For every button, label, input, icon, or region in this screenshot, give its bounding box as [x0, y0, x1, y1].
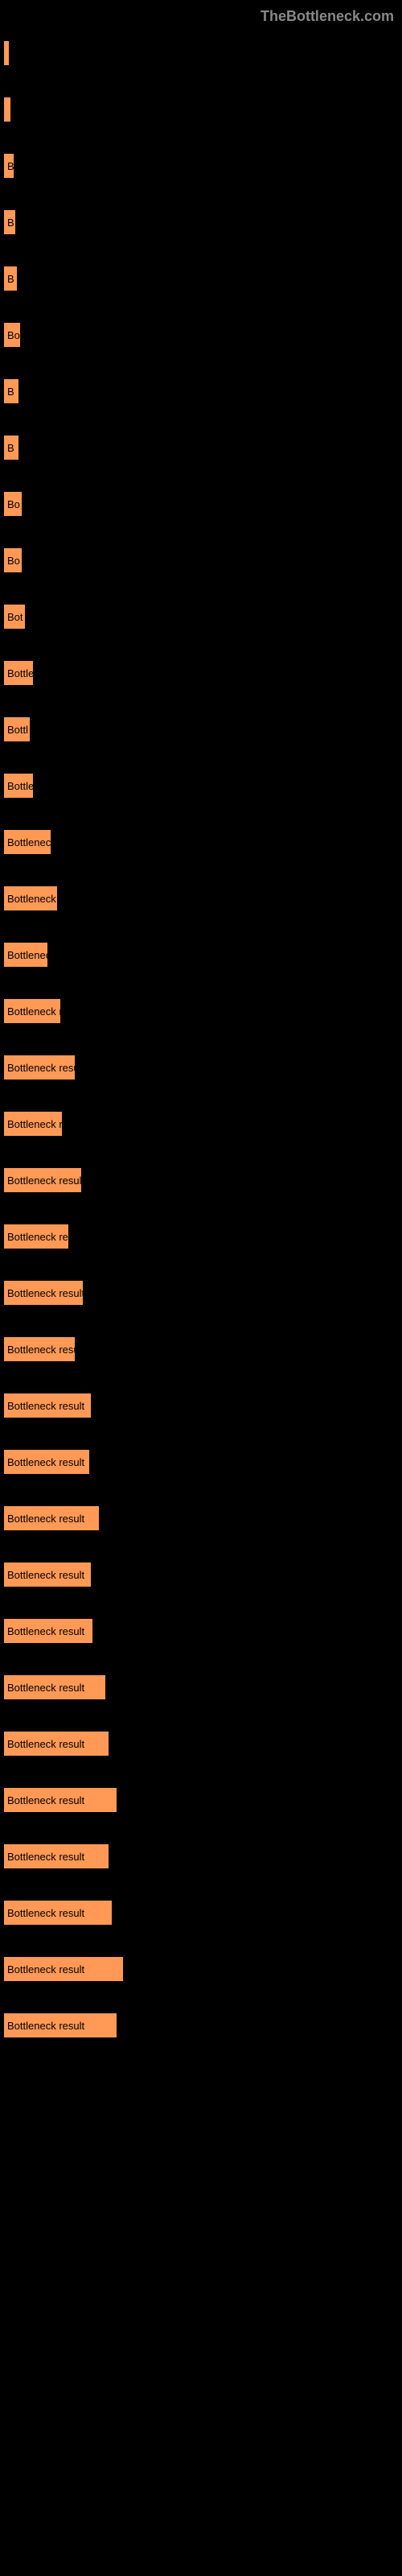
- bar-row: [4, 41, 402, 65]
- bar-row: Bottleneck result: [4, 1901, 402, 1925]
- bar: Bottle: [4, 661, 33, 685]
- bar-row: Bottleneck resu: [4, 1112, 402, 1136]
- bar: B: [4, 266, 17, 291]
- bar: Bottleneck result: [4, 1563, 91, 1587]
- bar-row: Bottleneck result: [4, 1844, 402, 1868]
- bar-row: Bottl: [4, 717, 402, 741]
- bar: Bo: [4, 548, 22, 572]
- bar-row: Bo: [4, 492, 402, 516]
- bar: Bottleneck result: [4, 1732, 109, 1756]
- bar: Bottl: [4, 717, 30, 741]
- bar: B: [4, 210, 15, 234]
- bar-row: B: [4, 154, 402, 178]
- bar-row: Bottle: [4, 774, 402, 798]
- bar-row: Bottleneck result: [4, 1506, 402, 1530]
- bar: [4, 97, 10, 122]
- bar-row: Bottleneck result: [4, 1393, 402, 1418]
- bar: Bottleneck result: [4, 1844, 109, 1868]
- bar-row: Bottleneck result: [4, 1055, 402, 1080]
- bar-row: Bottleneck result: [4, 1675, 402, 1699]
- bar-row: Bottleneck result: [4, 1563, 402, 1587]
- bar-row: B: [4, 266, 402, 291]
- bar-row: Bottleneck result: [4, 2013, 402, 2037]
- bar-row: Bottleneck result: [4, 1281, 402, 1305]
- bar: Bottleneck res: [4, 886, 57, 910]
- bar-row: Bo: [4, 548, 402, 572]
- bar: Bottlenec: [4, 830, 51, 854]
- bar-row: [4, 97, 402, 122]
- bar-row: Bottleneck result: [4, 1619, 402, 1643]
- logo-text: TheBottleneck.com: [0, 8, 402, 41]
- bar-row: Bot: [4, 605, 402, 629]
- bar: Bottleneck result: [4, 1337, 75, 1361]
- bar-row: Bottleneck result: [4, 1337, 402, 1361]
- bar-row: Bottleneck res: [4, 1224, 402, 1249]
- bar-row: Bottleneck resu: [4, 999, 402, 1023]
- bar-row: Bottleneck result: [4, 1732, 402, 1756]
- bar: Bottleneck result: [4, 1055, 75, 1080]
- bar-row: B: [4, 436, 402, 460]
- bar-row: Bottleneck res: [4, 886, 402, 910]
- bar-row: Bottleneck result: [4, 1957, 402, 1981]
- bar-row: Bottleneck result: [4, 1788, 402, 1812]
- bar: Bottleneck result: [4, 1957, 123, 1981]
- bar: Bottleneck result: [4, 1168, 81, 1192]
- bar-row: Bottlenec: [4, 830, 402, 854]
- bar: Bo: [4, 323, 20, 347]
- bar: Bottleneck result: [4, 1393, 91, 1418]
- bar-row: Bottle: [4, 661, 402, 685]
- bar: Bottleneck resu: [4, 1112, 62, 1136]
- bar: Bottleneck result: [4, 1450, 89, 1474]
- bar-row: Bottleneck result: [4, 1450, 402, 1474]
- bar: Bottleneck resu: [4, 999, 60, 1023]
- bar: Bottleneck result: [4, 1901, 112, 1925]
- bar: Bottleneck result: [4, 1506, 99, 1530]
- bar-row: B: [4, 210, 402, 234]
- bar: Bottle: [4, 774, 33, 798]
- bar: B: [4, 154, 14, 178]
- bar-row: B: [4, 379, 402, 403]
- bar: Bottleneck: [4, 943, 47, 967]
- bar: Bottleneck res: [4, 1224, 68, 1249]
- bar: Bot: [4, 605, 25, 629]
- bar: Bottleneck result: [4, 1788, 117, 1812]
- bar: Bo: [4, 492, 22, 516]
- bar-row: Bo: [4, 323, 402, 347]
- bar: B: [4, 436, 18, 460]
- bar: Bottleneck result: [4, 1281, 83, 1305]
- bar: [4, 41, 9, 65]
- bar: Bottleneck result: [4, 2013, 117, 2037]
- bar-chart: B B B Bo B B Bo Bo Bot Bottle Bottl Bottle Bottlenec…: [0, 41, 402, 2037]
- bar: Bottleneck result: [4, 1619, 92, 1643]
- bar-row: Bottleneck: [4, 943, 402, 967]
- bar: Bottleneck result: [4, 1675, 105, 1699]
- bar-row: Bottleneck result: [4, 1168, 402, 1192]
- bar: B: [4, 379, 18, 403]
